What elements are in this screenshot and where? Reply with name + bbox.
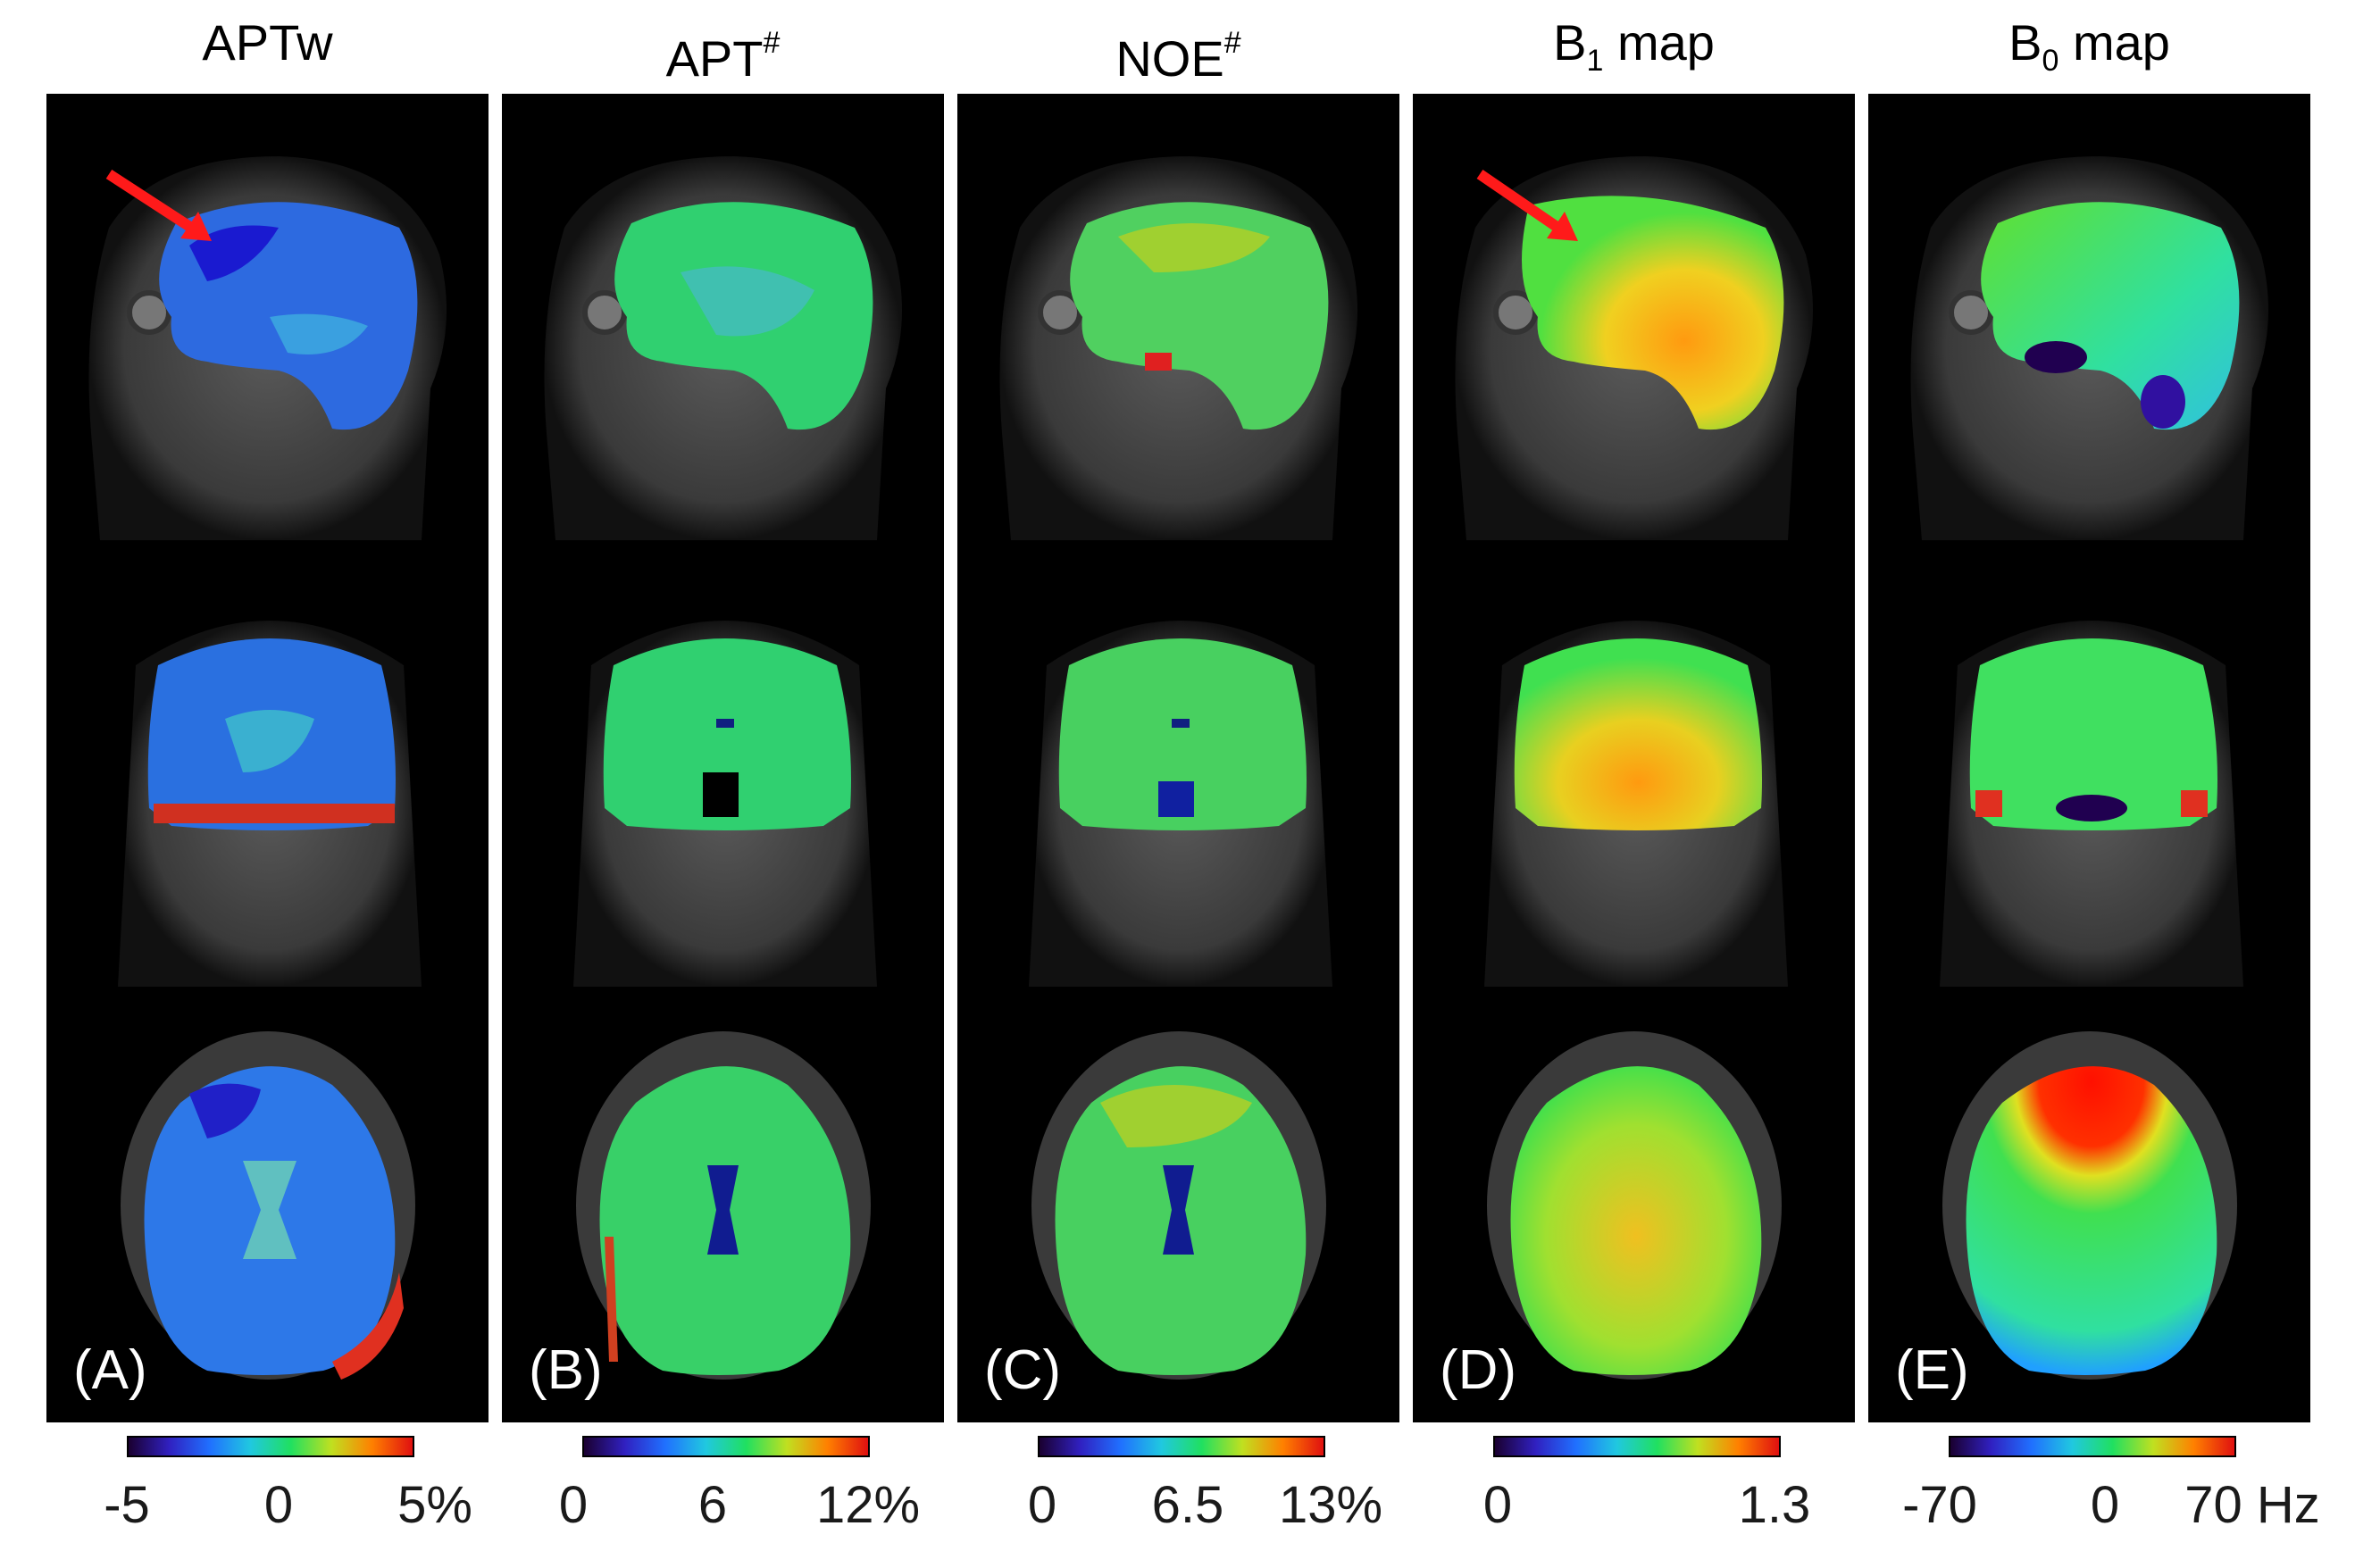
brain-map-sagittal <box>1070 202 1329 430</box>
arrow-annotation <box>1476 170 1568 237</box>
brain-map-axial <box>1966 1066 2217 1375</box>
column-b0-map: B0 map (E) -70 0 70 Hz <box>1868 0 2320 1551</box>
panel-d: (D) <box>1413 94 1855 1422</box>
colorbar-aptw <box>127 1436 414 1457</box>
tick: 6.5 <box>1151 1476 1224 1534</box>
tick: 5% <box>397 1476 472 1534</box>
mri-slices-aptw <box>88 156 447 1380</box>
colorbar-ticks-aptw: -5 0 5% <box>46 1473 489 1545</box>
column-title-b0-map: B0 map <box>2008 14 2170 78</box>
colorbar-apt <box>582 1436 870 1457</box>
mri-slices-b0 <box>1910 156 2268 1380</box>
panel-letter-b: (B) <box>529 1339 603 1401</box>
brain-map-coronal <box>1058 638 1307 830</box>
colorbar-b0 <box>1949 1436 2236 1457</box>
panel-letter-c: (C) <box>984 1339 1062 1401</box>
tick: -5 <box>104 1476 150 1534</box>
tick: 70 Hz <box>2184 1476 2320 1534</box>
mri-slices-b1 <box>1455 156 1813 1380</box>
tick: 0 <box>263 1476 294 1534</box>
brain-map-sagittal <box>1522 196 1784 430</box>
brain-map-coronal <box>1514 638 1762 830</box>
colorbar-ticks-b0: -70 0 70 Hz <box>1868 1473 2320 1545</box>
panel-letter-d: (D) <box>1440 1339 1517 1401</box>
tick: 13% <box>1278 1476 1383 1534</box>
colorbar-noe <box>1038 1436 1325 1457</box>
panel-a: (A) <box>46 94 489 1422</box>
tick: 0 <box>558 1476 589 1534</box>
brain-map-coronal <box>603 638 851 830</box>
column-title-noe: NOE# <box>1115 26 1241 87</box>
arrow-annotation <box>105 169 202 238</box>
colorbar-ticks-apt: 0 6 12% <box>502 1473 944 1545</box>
column-b1-map: B1 map (D) 0 1.3 <box>1413 0 1855 1551</box>
column-title-b1-map: B1 map <box>1553 14 1715 78</box>
column-aptw: APTw (A) <box>46 0 489 1551</box>
column-noe: NOE# (C) 0 6.5 13% <box>957 0 1399 1551</box>
brain-map-coronal <box>1969 638 2217 830</box>
brain-map-sagittal <box>1981 202 2240 430</box>
tick: -70 <box>1902 1476 1977 1534</box>
brain-map-axial <box>1510 1066 1762 1375</box>
tick: 0 <box>1027 1476 1057 1534</box>
panel-e: (E) <box>1868 94 2310 1422</box>
column-title-apt: APT# <box>665 26 781 87</box>
tick: 0 <box>1482 1476 1513 1534</box>
panel-letter-e: (E) <box>1895 1339 1969 1401</box>
tick: 0 <box>2090 1476 2120 1534</box>
colorbar-b1 <box>1493 1436 1781 1457</box>
column-title-aptw: APTw <box>202 14 333 71</box>
tick: 12% <box>815 1476 921 1534</box>
colorbar-ticks-noe: 0 6.5 13% <box>957 1473 1399 1545</box>
panel-c: (C) <box>957 94 1399 1422</box>
colorbar-ticks-b1: 0 1.3 <box>1413 1473 1855 1545</box>
panel-letter-a: (A) <box>73 1339 147 1401</box>
column-apt: APT# (B) 0 6 12% <box>502 0 944 1551</box>
tick: 6 <box>697 1476 728 1534</box>
mri-slices-noe <box>999 156 1357 1380</box>
mri-slices-apt <box>544 156 902 1380</box>
panel-b: (B) <box>502 94 944 1422</box>
tick: 1.3 <box>1738 1476 1811 1534</box>
